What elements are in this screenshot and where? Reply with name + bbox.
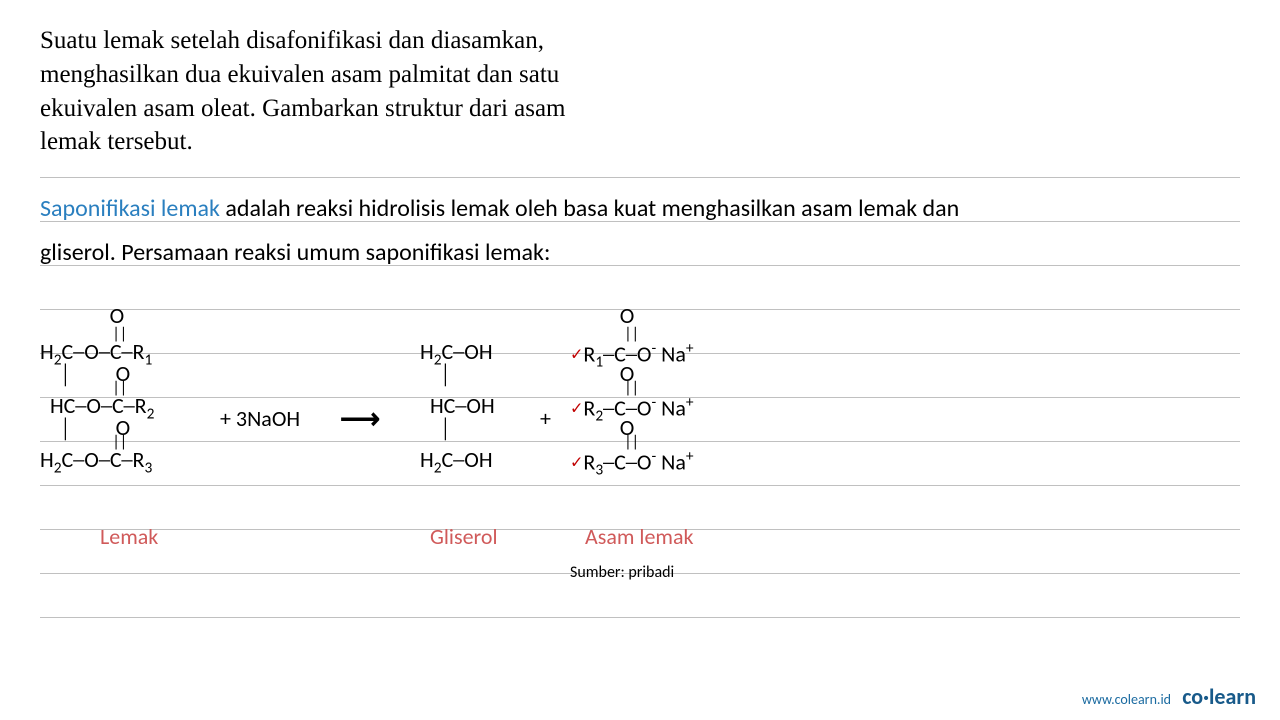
brand-logo: co·learn [1182,683,1256,710]
plus-sign: + [540,405,551,432]
asam-lemak-structure: O || ✓R1─C─O- Na+ O || ✓R2─C─O- Na+ O ||… [570,305,694,471]
highlighted-term: Saponifikasi lemak [40,194,220,223]
reaction-diagram: O || H2C─O─C─R1 │ O || HC─O─C─R2 │ O || … [40,305,1240,565]
q-line2: menghasilkan dua ekuivalen asam palmitat… [40,61,559,88]
footer-brand: www.colearn.id co·learn [1082,683,1256,710]
label-asam-lemak: Asam lemak [585,523,694,550]
lemak-structure: O || H2C─O─C─R1 │ O || HC─O─C─R2 │ O || … [40,305,154,471]
question-text: Suatu lemak setelah disafonifikasi dan d… [0,0,1280,177]
label-gliserol: Gliserol [430,523,498,550]
source-text: Sumber: pribadi [570,563,674,582]
q-line3: ekuivalen asam oleat. Gambarkan struktur… [40,95,566,122]
q-line4: lemak tersebut. [40,128,193,155]
q-line1: Suatu lemak setelah disafonifikasi dan d… [40,27,544,54]
explain-line2: gliserol. Persamaan reaksi umum saponifi… [40,238,550,267]
gliserol-structure: H2C─OH │ HC─OH │ H2C─OH [420,305,495,471]
footer-url: www.colearn.id [1082,691,1171,708]
explanation-text: Saponifikasi lemak adalah reaksi hidroli… [40,187,1240,275]
arrow-icon: ⟶ [340,401,380,436]
explain-rest1: adalah reaksi hidrolisis lemak oleh basa… [220,194,959,223]
lined-paper-area: Saponifikasi lemak adalah reaksi hidroli… [0,177,1280,661]
label-lemak: Lemak [100,523,158,550]
plus-3naoh: + 3NaOH [220,405,300,432]
